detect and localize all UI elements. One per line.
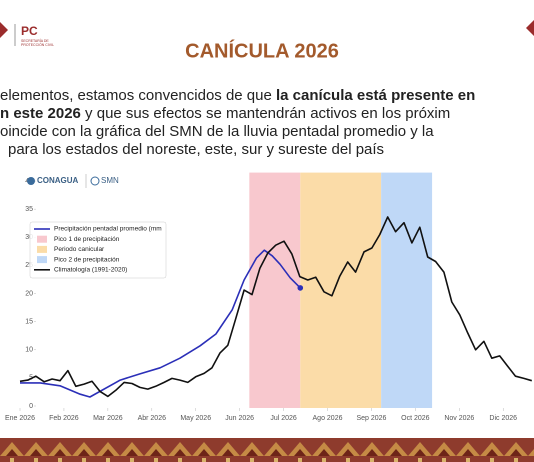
agency-line: SECRETARÍA DE [21, 39, 49, 43]
x-tick-label: Ene 2026 [5, 415, 35, 422]
series-line [19, 216, 533, 398]
x-tick-label: Oct 2026 [401, 415, 430, 422]
legend-swatch [37, 256, 47, 264]
logo-shape [0, 22, 8, 38]
shaded-period [381, 172, 433, 408]
x-tick-label: Nov 2026 [444, 415, 474, 422]
series-line [20, 249, 301, 398]
text-run: oincide con la gráfica del SMN de la llu… [0, 123, 434, 140]
text-run: n este 2026 [0, 105, 81, 122]
y-tick-label: 20 [25, 290, 33, 297]
x-tick-label: Dic 2026 [489, 415, 517, 422]
paragraph-line: para los estados del noreste, este, sur … [8, 141, 384, 158]
paragraph-line: oincide con la gráfica del SMN de la llu… [0, 123, 434, 140]
end-point [297, 285, 304, 291]
logo-label: CONAGUA [37, 176, 79, 185]
text-run: y que sus efectos se mantendrán activos … [81, 105, 450, 122]
text-run: la canícula está presente en [276, 87, 475, 104]
x-tick-label: May 2026 [180, 415, 211, 422]
text-run: elementos, estamos convencidos de que [0, 87, 276, 104]
text-run: para los estados del noreste, este, sur … [8, 141, 384, 158]
legend-label: Pico 1 de precipitación [54, 236, 120, 243]
y-tick-label: 10 [25, 347, 33, 354]
slide-title: CANÍCULA 2026 [185, 39, 339, 62]
paragraph-line: n este 2026 y que sus efectos se mantend… [0, 105, 450, 122]
shaded-period [300, 172, 382, 408]
logo-text: PC [21, 24, 38, 38]
x-tick-label: Mar 2026 [93, 415, 123, 422]
x-tick-label: Jun 2026 [225, 415, 254, 422]
y-tick-label: 15 [25, 318, 33, 325]
x-tick-label: Feb 2026 [49, 415, 79, 422]
legend-label: Pico 2 de precipitación [54, 256, 120, 263]
legend-swatch [37, 245, 47, 253]
logo-label: SMN [101, 176, 119, 185]
legend-box [29, 221, 167, 279]
logo-icon [27, 177, 35, 185]
legend-label: Periodo canicular [54, 246, 105, 253]
y-tick-label: 35 [25, 206, 33, 213]
paragraph: elementos, estamos convencidos de que la… [0, 87, 475, 158]
decorative-band [0, 438, 534, 462]
y-tick-label: 0 [29, 403, 33, 410]
x-tick-label: Abr 2026 [138, 415, 167, 422]
y-tick-label: 30 [25, 234, 33, 241]
paragraph-line: elementos, estamos convencidos de que la… [0, 87, 475, 104]
y-tick-label: 25 [25, 262, 33, 269]
x-tick-label: Sep 2026 [356, 415, 386, 422]
agency-line: PROTECCIÓN CIVIL [21, 42, 54, 47]
x-tick-label: Jul 2026 [270, 415, 297, 422]
legend-label: Climatología (1991-2020) [54, 267, 127, 274]
logo-icon [90, 176, 100, 186]
x-tick-label: Ago 2026 [313, 415, 343, 422]
shaded-period [249, 172, 301, 408]
corner-ornament [526, 20, 534, 36]
legend-swatch [37, 235, 47, 243]
legend-label: Precipitación pentadal promedio (mm [54, 226, 162, 233]
